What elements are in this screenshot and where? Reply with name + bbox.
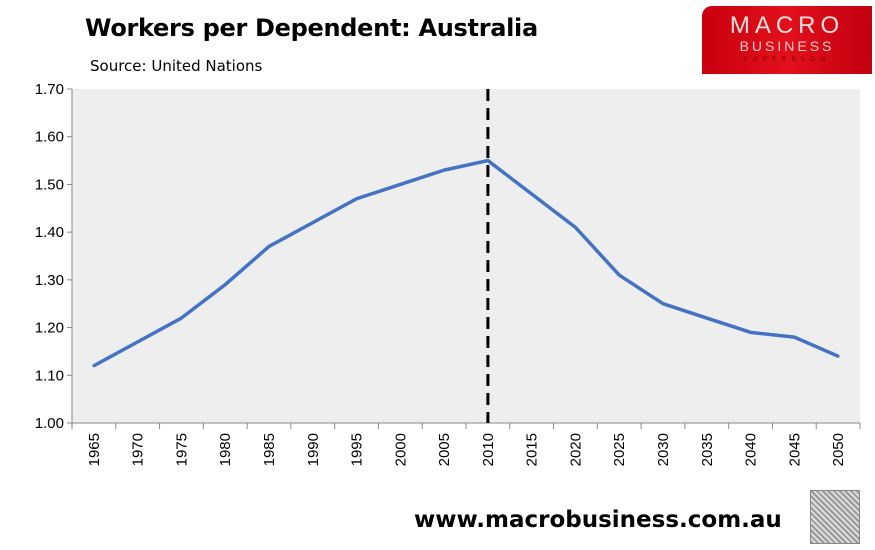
x-tick-label: 1980 [217,433,234,466]
data-point [661,302,665,306]
data-point [705,316,709,320]
data-point [442,168,446,172]
x-tick-label: 2025 [611,433,628,466]
x-tick-label: 2045 [786,433,803,466]
y-tick-label: 1.10 [35,367,64,384]
data-point [486,159,490,163]
macrobusiness-logo: MACRO BUSINESS SUPERBLOG [702,6,872,74]
data-point [617,273,621,277]
data-point [311,221,315,225]
data-point [92,364,96,368]
x-tick-label: 2050 [830,433,847,466]
x-tick-label: 1990 [305,433,322,466]
x-tick-label: 2030 [655,433,672,466]
y-tick-label: 1.40 [35,224,64,241]
chart-title: Workers per Dependent: Australia [85,14,538,42]
x-tick-label: 2005 [436,433,453,466]
x-tick-label: 2010 [480,433,497,466]
data-point [792,335,796,339]
data-point [179,316,183,320]
x-tick-label: 2040 [743,433,760,466]
y-tick-label: 1.20 [35,320,64,337]
data-point [267,244,271,248]
x-tick-label: 1995 [349,433,366,466]
data-point [398,182,402,186]
x-tick-label: 1970 [130,433,147,466]
data-point [573,225,577,229]
data-point [530,192,534,196]
data-point [136,340,140,344]
series-line [93,158,839,368]
data-point [355,197,359,201]
wolf-image [810,490,860,544]
logo-line3: SUPERBLOG [743,55,831,63]
y-tick-label: 1.60 [35,129,64,146]
x-tick-label: 1965 [86,433,103,466]
plot-area [72,89,860,423]
y-tick-label: 1.50 [35,176,64,193]
y-tick-label: 1.70 [35,81,64,98]
logo-line2: BUSINESS [739,38,835,54]
x-tick-label: 2020 [567,433,584,466]
x-tick-label: 1975 [173,433,190,466]
x-tick-label: 2000 [392,433,409,466]
logo-line1: MACRO [729,12,845,39]
y-tick-label: 1.00 [35,415,64,432]
x-tick-label: 2035 [699,433,716,466]
chart-subtitle: Source: United Nations [90,57,263,75]
x-tick-label: 1985 [261,433,278,466]
data-point [749,330,753,334]
site-url: www.macrobusiness.com.au [414,507,782,533]
data-point [223,283,227,287]
y-tick-label: 1.30 [35,272,64,289]
x-tick-label: 2015 [524,433,541,466]
data-point [836,354,840,358]
